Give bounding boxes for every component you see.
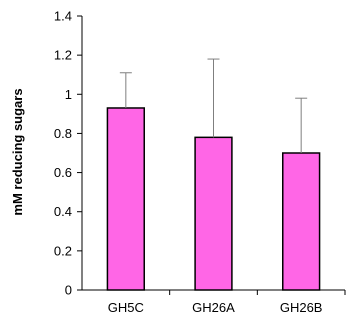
error-bars [119, 58, 308, 153]
y-tick-label: 0.2 [54, 243, 72, 258]
bar [106, 107, 145, 291]
x-tick-label: GH5C [108, 300, 144, 315]
y-axis-title-group: mM reducing sugars [10, 88, 25, 215]
x-tick-label: GH26B [280, 300, 323, 315]
y-ticks: 0 0.2 0.4 0.6 0.8 1 1.2 1.4 [54, 9, 82, 298]
y-tick-label: 1 [65, 87, 72, 102]
x-tick-label: GH26A [192, 300, 235, 315]
bars [106, 107, 321, 291]
y-tick-label: 0.4 [54, 204, 72, 219]
y-tick-label: 0.8 [54, 126, 72, 141]
y-tick-label: 1.4 [54, 9, 72, 24]
bar [282, 152, 321, 291]
y-axis-title: mM reducing sugars [10, 88, 25, 215]
x-ticks: GH5C GH26A GH26B [108, 290, 346, 315]
y-tick-label: 0.6 [54, 165, 72, 180]
bar [194, 136, 233, 291]
y-tick-label: 0 [65, 283, 72, 298]
y-tick-label: 1.2 [54, 48, 72, 63]
